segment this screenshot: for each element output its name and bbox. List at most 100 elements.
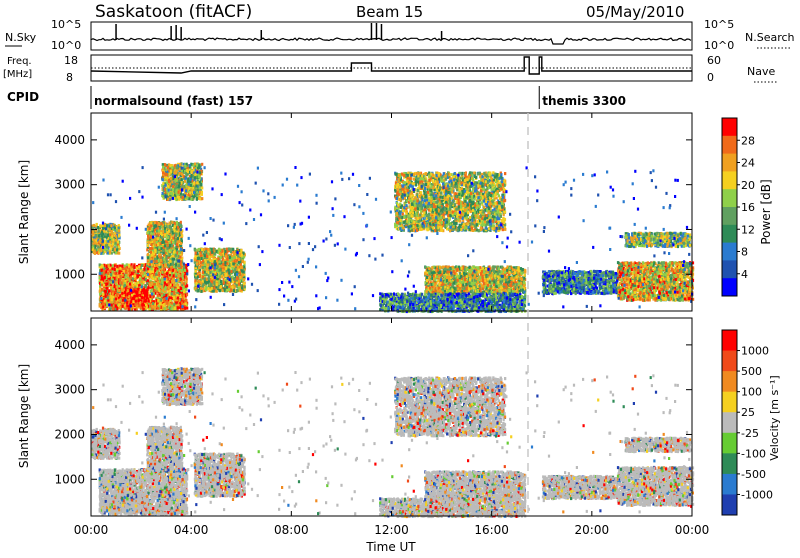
power-cell bbox=[201, 191, 203, 194]
power-cell bbox=[172, 237, 174, 240]
power-cell bbox=[181, 173, 183, 176]
power-cell bbox=[129, 271, 131, 274]
power-cell bbox=[109, 307, 111, 310]
power-cell bbox=[140, 280, 142, 283]
power-cell bbox=[149, 276, 151, 279]
power-cell bbox=[162, 192, 164, 195]
power-cell bbox=[176, 165, 178, 168]
power-cell bbox=[118, 303, 120, 306]
power-cell bbox=[169, 271, 171, 274]
power-cell bbox=[170, 268, 172, 271]
nave-tick-bottom: 0 bbox=[707, 71, 714, 84]
power-cell bbox=[109, 233, 111, 236]
power-cell bbox=[95, 234, 97, 237]
power-cell bbox=[175, 269, 177, 272]
power-cell bbox=[169, 296, 171, 299]
power-cell bbox=[102, 293, 104, 296]
power-cell bbox=[175, 254, 177, 257]
nsky-label: N.Sky bbox=[5, 31, 37, 44]
power-cell bbox=[172, 288, 174, 291]
power-cell bbox=[174, 225, 176, 228]
power-cell bbox=[133, 298, 135, 301]
power-cell bbox=[179, 256, 181, 259]
power-cell bbox=[164, 188, 166, 191]
power-cell bbox=[109, 240, 111, 243]
power-cell bbox=[201, 187, 203, 190]
power-cell bbox=[179, 172, 181, 175]
power-cell bbox=[106, 283, 108, 286]
power-cell bbox=[147, 237, 149, 240]
power-cell bbox=[150, 284, 152, 287]
power-cell bbox=[171, 180, 173, 183]
power-cell bbox=[169, 260, 171, 263]
nave-tick-top: 60 bbox=[707, 54, 721, 67]
power-cell bbox=[91, 248, 93, 251]
power-cell bbox=[177, 306, 179, 309]
power-cell bbox=[181, 178, 183, 181]
power-cell bbox=[114, 268, 116, 271]
power-cell bbox=[112, 243, 114, 246]
power-cell bbox=[186, 284, 188, 287]
power-cell bbox=[145, 299, 147, 302]
power-cell bbox=[152, 302, 154, 305]
power-cell bbox=[172, 258, 174, 261]
power-cell bbox=[114, 227, 116, 230]
power-cell bbox=[101, 281, 103, 284]
power-cell bbox=[128, 264, 130, 267]
power-cell bbox=[120, 282, 122, 285]
power-cell bbox=[112, 292, 114, 295]
power-cell bbox=[186, 169, 188, 172]
power-cell bbox=[112, 264, 114, 267]
power-cell bbox=[176, 294, 178, 297]
power-cell bbox=[133, 295, 135, 298]
power-cell bbox=[131, 283, 133, 286]
power-cell bbox=[175, 198, 177, 201]
power-cell bbox=[176, 248, 178, 251]
nsky-tick-bottom: 10^0 bbox=[51, 39, 81, 52]
power-cell bbox=[180, 224, 182, 227]
power-cell bbox=[172, 188, 174, 191]
power-cell bbox=[118, 271, 120, 274]
power-cell bbox=[118, 245, 120, 248]
power-cell bbox=[104, 224, 106, 227]
power-cell bbox=[151, 267, 153, 270]
power-cell bbox=[167, 198, 169, 201]
power-cell bbox=[168, 225, 170, 228]
power-cell bbox=[105, 265, 107, 268]
power-cell bbox=[94, 245, 96, 248]
power-cell bbox=[180, 260, 182, 263]
power-cell bbox=[129, 283, 131, 286]
power-cell bbox=[196, 181, 198, 184]
power-cell bbox=[154, 286, 156, 289]
cpid-mode-label: themis 3300 bbox=[542, 94, 626, 108]
power-cell bbox=[162, 166, 164, 169]
power-cell bbox=[150, 232, 152, 235]
power-cell bbox=[174, 240, 176, 243]
power-cell bbox=[163, 258, 165, 261]
power-cell bbox=[159, 303, 161, 306]
power-cell bbox=[168, 286, 170, 289]
power-cell bbox=[180, 287, 182, 290]
power-cell bbox=[150, 254, 152, 257]
power-cell bbox=[195, 185, 197, 188]
power-cell bbox=[109, 251, 111, 254]
power-cell bbox=[177, 196, 179, 199]
power-cell bbox=[196, 164, 198, 167]
power-cell bbox=[186, 280, 188, 283]
power-cell bbox=[190, 170, 192, 173]
power-cell bbox=[114, 271, 116, 274]
beam-title: Beam 15 bbox=[356, 3, 423, 21]
power-cell bbox=[179, 182, 181, 185]
power-cell bbox=[124, 276, 126, 279]
power-cell bbox=[130, 300, 132, 303]
power-cell bbox=[113, 238, 115, 241]
power-cell bbox=[111, 230, 113, 233]
power-cell bbox=[162, 271, 164, 274]
power-cell bbox=[101, 269, 103, 272]
power-cell bbox=[164, 163, 166, 166]
power-cell bbox=[119, 278, 121, 281]
power-cell bbox=[190, 178, 192, 181]
power-cell bbox=[179, 163, 181, 166]
power-cell bbox=[158, 223, 160, 226]
power-cell bbox=[185, 184, 187, 187]
